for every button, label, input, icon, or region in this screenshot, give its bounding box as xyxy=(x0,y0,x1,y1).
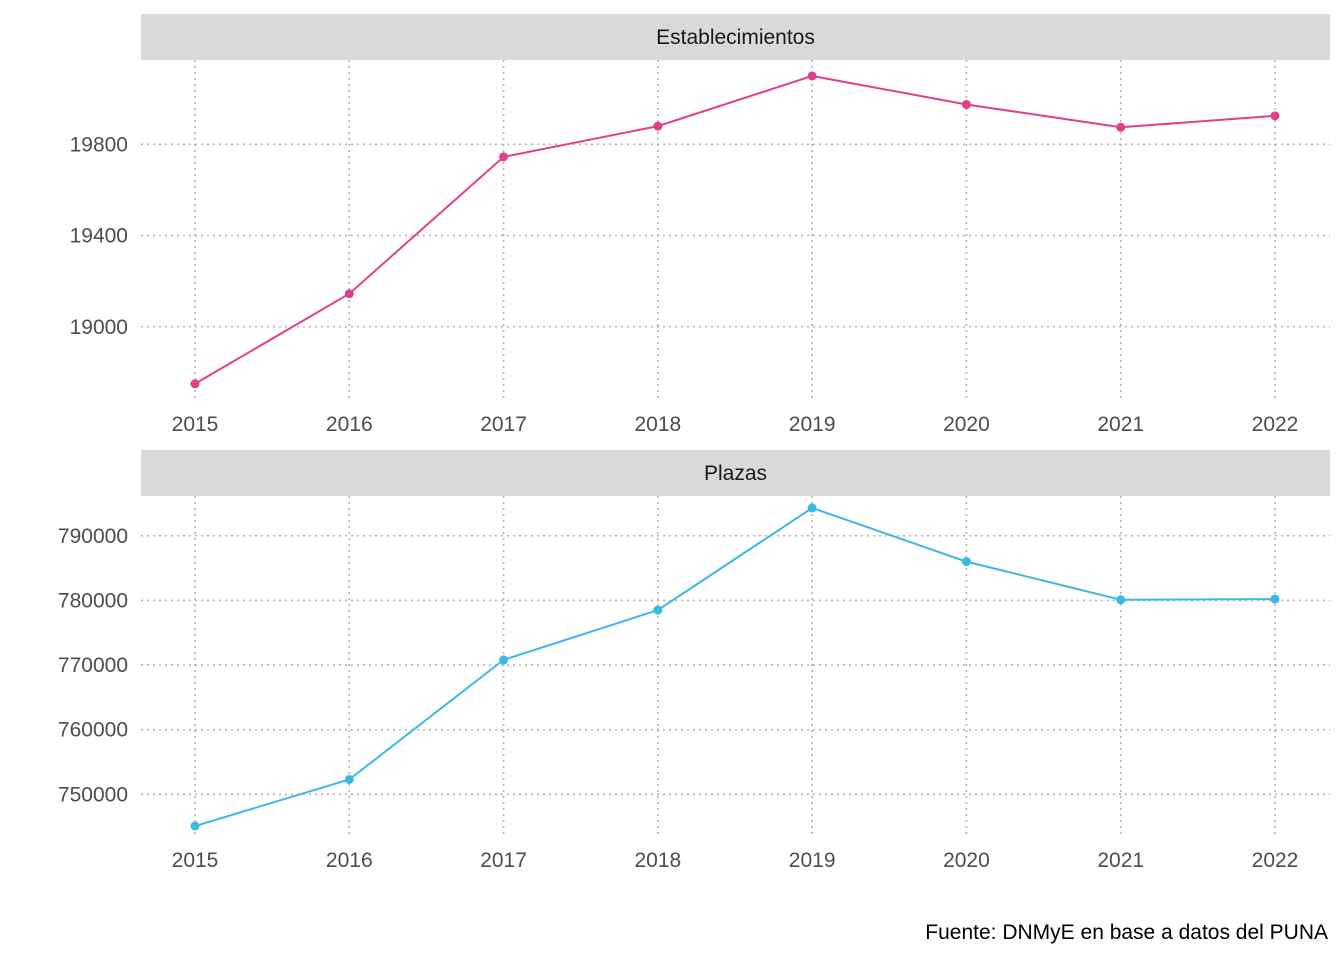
panel-2-point xyxy=(344,774,354,784)
panel-1-point xyxy=(1270,111,1280,121)
panel-1-x-tick-label: 2018 xyxy=(634,413,681,436)
panel-1-y-tick-label: 19400 xyxy=(70,225,128,248)
panel-2-x-tick-label: 2022 xyxy=(1252,849,1299,872)
panel-2-strip xyxy=(141,450,1330,496)
panel-1-y-tick-label: 19000 xyxy=(70,316,128,339)
panel-1-point xyxy=(807,71,817,81)
panel-1-point xyxy=(499,152,509,162)
panel-2-y-tick-label: 760000 xyxy=(58,719,128,742)
panel-2-x-tick-label: 2015 xyxy=(172,849,219,872)
panel-1-series-line xyxy=(194,74,1276,385)
panel-1-point xyxy=(653,121,663,131)
panel-1-x-tick-label: 2016 xyxy=(326,413,373,436)
panel-1-point xyxy=(344,289,354,299)
panel-1-x-tick-label: 2022 xyxy=(1252,413,1299,436)
panel-2-point xyxy=(807,503,817,513)
panel-2-point xyxy=(499,655,509,665)
panel-2-point xyxy=(1116,595,1126,605)
panel-2-series-line xyxy=(194,506,1276,827)
panel-1-point xyxy=(961,99,971,109)
panel-2-strip-title: Plazas xyxy=(704,462,767,485)
panel-2-x-tick-label: 2019 xyxy=(789,849,836,872)
panel-1-strip-title: Establecimientos xyxy=(656,26,815,49)
panel-1-x-tick-label: 2021 xyxy=(1097,413,1144,436)
panel-2-y-tick-label: 750000 xyxy=(58,783,128,806)
panel-2-x-tick-label: 2020 xyxy=(943,849,990,872)
panel-2-point xyxy=(653,605,663,615)
caption: Fuente: DNMyE en base a datos del PUNA xyxy=(925,921,1328,944)
panel-2-x-tick-label: 2016 xyxy=(326,849,373,872)
panel-2-x-tick-label: 2017 xyxy=(480,849,527,872)
panel-2-y-tick-label: 770000 xyxy=(58,654,128,677)
panel-2-x-tick-label: 2021 xyxy=(1097,849,1144,872)
panel-1-point xyxy=(190,379,200,389)
panel-1-x-tick-label: 2015 xyxy=(172,413,219,436)
panel-2-x-tick-label: 2018 xyxy=(634,849,681,872)
panel-2-y-tick-label: 780000 xyxy=(58,589,128,612)
panel-1-x-tick-label: 2017 xyxy=(480,413,527,436)
panel-1-point xyxy=(1116,122,1126,132)
panel-1-x-tick-label: 2020 xyxy=(943,413,990,436)
panel-2-y-tick-label: 790000 xyxy=(58,525,128,548)
panel-1-strip xyxy=(141,14,1330,60)
panel-2-point xyxy=(1270,594,1280,604)
panel-2-point xyxy=(961,557,971,567)
panel-2-point xyxy=(190,821,200,831)
panel-1-y-tick-label: 19800 xyxy=(70,133,128,156)
panel-1-x-tick-label: 2019 xyxy=(789,413,836,436)
